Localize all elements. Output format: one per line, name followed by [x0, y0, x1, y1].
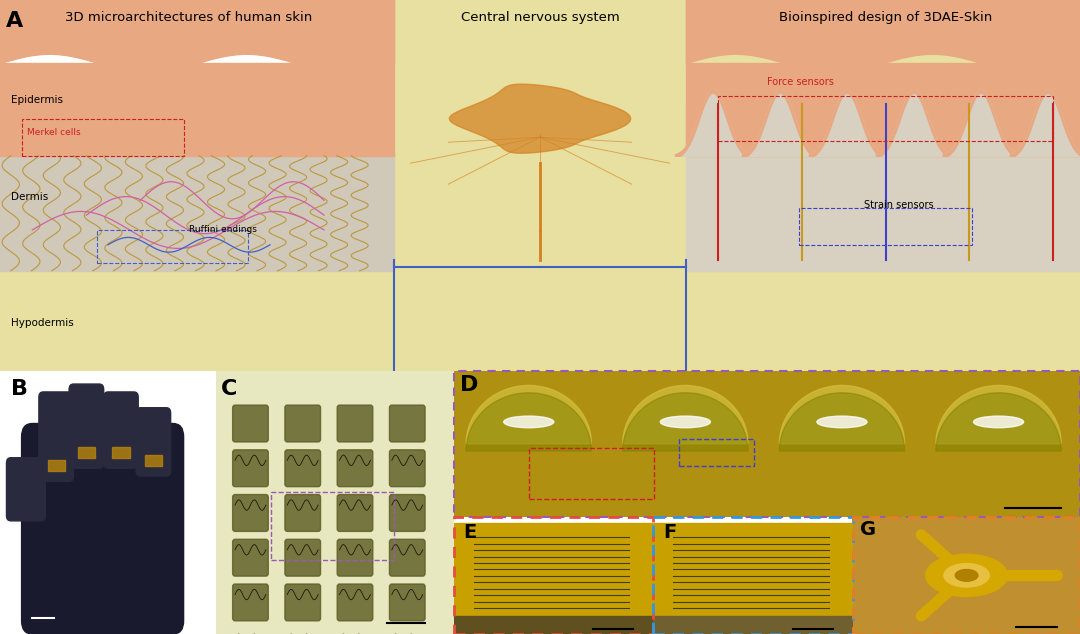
Circle shape [956, 569, 978, 581]
FancyBboxPatch shape [337, 540, 373, 576]
Text: E: E [463, 522, 477, 541]
Polygon shape [467, 385, 592, 444]
Text: D: D [460, 375, 478, 395]
Text: Bioinspired design of 3DAE-Skin: Bioinspired design of 3DAE-Skin [779, 11, 993, 24]
Bar [78, 447, 95, 458]
FancyBboxPatch shape [337, 405, 373, 442]
FancyBboxPatch shape [285, 405, 321, 442]
Polygon shape [780, 385, 905, 444]
Text: Central nervous system: Central nervous system [461, 11, 619, 24]
FancyBboxPatch shape [390, 495, 426, 531]
FancyBboxPatch shape [136, 408, 171, 476]
Circle shape [944, 564, 989, 587]
Text: G: G [860, 521, 876, 540]
FancyBboxPatch shape [337, 450, 373, 487]
FancyBboxPatch shape [232, 540, 268, 576]
Text: Epidermis: Epidermis [11, 95, 63, 105]
FancyBboxPatch shape [390, 405, 426, 442]
Circle shape [660, 416, 711, 428]
Polygon shape [780, 393, 905, 451]
Bar [112, 447, 130, 458]
FancyBboxPatch shape [390, 584, 426, 621]
Polygon shape [623, 393, 748, 451]
Bar [686, 63, 1080, 156]
FancyBboxPatch shape [69, 384, 104, 469]
Text: Force sensors: Force sensors [767, 77, 834, 87]
FancyBboxPatch shape [232, 405, 268, 442]
FancyBboxPatch shape [285, 584, 321, 621]
Bar [653, 616, 853, 634]
Bar [48, 460, 65, 471]
Text: C: C [220, 378, 238, 399]
FancyBboxPatch shape [337, 495, 373, 531]
FancyBboxPatch shape [39, 392, 73, 481]
Bar [454, 522, 653, 616]
Bar [0, 63, 394, 156]
Polygon shape [449, 84, 631, 153]
Bar [0, 152, 394, 271]
Circle shape [816, 416, 867, 428]
Polygon shape [467, 393, 592, 451]
FancyBboxPatch shape [285, 495, 321, 531]
Text: Ruffini endings: Ruffini endings [189, 225, 257, 234]
FancyBboxPatch shape [285, 450, 321, 487]
Polygon shape [936, 385, 1062, 444]
Text: Hypodermis: Hypodermis [11, 318, 73, 328]
Text: F: F [663, 522, 677, 541]
FancyBboxPatch shape [104, 392, 138, 469]
FancyBboxPatch shape [285, 540, 321, 576]
Polygon shape [623, 385, 748, 444]
Circle shape [503, 416, 554, 428]
Circle shape [973, 416, 1024, 428]
Text: Dermis: Dermis [11, 191, 48, 202]
FancyBboxPatch shape [390, 540, 426, 576]
FancyBboxPatch shape [390, 450, 426, 487]
FancyBboxPatch shape [232, 495, 268, 531]
FancyBboxPatch shape [232, 584, 268, 621]
FancyBboxPatch shape [22, 424, 184, 634]
Bar [686, 104, 1080, 271]
Text: A: A [5, 11, 23, 31]
Text: Merkel cells: Merkel cells [27, 128, 81, 138]
Bar [394, 0, 686, 371]
FancyBboxPatch shape [232, 450, 268, 487]
Bar [145, 455, 162, 465]
Bar [653, 522, 853, 616]
Text: 3D microarchitectures of human skin: 3D microarchitectures of human skin [66, 11, 312, 24]
Text: B: B [11, 378, 28, 399]
Text: Strain sensors: Strain sensors [864, 200, 933, 210]
Bar [686, 0, 1080, 371]
Bar [454, 616, 653, 634]
FancyBboxPatch shape [337, 584, 373, 621]
Bar [0, 167, 394, 371]
Polygon shape [936, 393, 1062, 451]
Circle shape [926, 554, 1008, 597]
FancyBboxPatch shape [6, 458, 45, 521]
